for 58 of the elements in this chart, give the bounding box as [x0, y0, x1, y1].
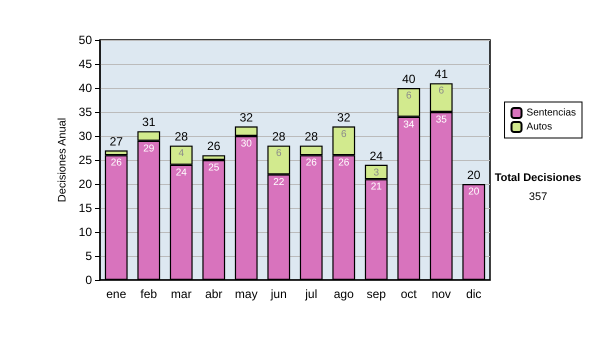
x-tick-label: jul: [304, 287, 318, 301]
total-label: 41: [434, 67, 448, 82]
y-tick-label: 10: [78, 225, 92, 239]
total-label: 28: [304, 130, 318, 144]
data-label: 21: [370, 182, 382, 193]
data-label: 6: [276, 148, 282, 160]
data-label: 25: [208, 162, 220, 174]
data-label: 20: [468, 186, 480, 198]
y-tick-label: 35: [78, 105, 92, 119]
total-label: 20: [467, 168, 481, 182]
y-tick-label: 15: [78, 201, 92, 215]
data-label: 24: [176, 167, 188, 178]
y-tick-label: 40: [78, 81, 92, 95]
x-tick-label: ago: [334, 287, 354, 301]
y-axis-title: Decisiones Anual: [56, 118, 68, 202]
x-tick-label: dic: [466, 287, 482, 301]
x-tick-label: nov: [432, 287, 451, 301]
data-label: 26: [306, 158, 318, 169]
y-tick-label: 30: [78, 129, 92, 143]
x-tick-label: mar: [170, 287, 192, 301]
data-label: 26: [110, 158, 122, 169]
y-tick-label: 45: [78, 57, 92, 71]
x-tick-label: may: [234, 287, 258, 301]
y-tick-label: 50: [78, 33, 92, 47]
x-tick-label: abr: [205, 287, 222, 301]
total-label: 28: [174, 130, 188, 144]
x-tick-label: ene: [106, 287, 127, 301]
y-tick-label: 5: [85, 249, 92, 263]
data-label: 29: [143, 143, 155, 154]
data-label: 4: [178, 148, 184, 160]
x-tick-label: jun: [270, 287, 287, 301]
data-label: 30: [240, 138, 252, 150]
text: Total Decisiones: [494, 172, 582, 184]
data-label: 6: [406, 90, 412, 102]
data-label: 26: [338, 158, 350, 169]
total-label: 27: [110, 134, 124, 148]
total-label: 32: [240, 110, 254, 124]
text: 357: [528, 191, 548, 203]
legend-label: Sentencias: [526, 108, 576, 118]
y-tick-label: 25: [78, 153, 92, 167]
total-label: 31: [142, 115, 156, 130]
data-label: 34: [403, 119, 415, 130]
data-label: 3: [373, 167, 380, 178]
total-label: 40: [402, 72, 416, 86]
data-label: 35: [436, 114, 448, 126]
y-tick-label: 20: [78, 177, 92, 191]
total-label: 28: [272, 130, 286, 144]
data-label: 6: [340, 128, 347, 140]
total-label: 24: [370, 148, 384, 163]
x-tick-label: feb: [140, 287, 158, 301]
x-tick-label: oct: [400, 287, 418, 301]
y-tick-label: 0: [85, 273, 92, 287]
total-label: 32: [337, 110, 351, 124]
legend-label: Autos: [526, 122, 552, 132]
x-tick-label: sep: [366, 287, 386, 301]
total-label: 26: [207, 139, 221, 154]
data-label: 22: [273, 176, 285, 188]
data-label: 6: [438, 86, 444, 97]
